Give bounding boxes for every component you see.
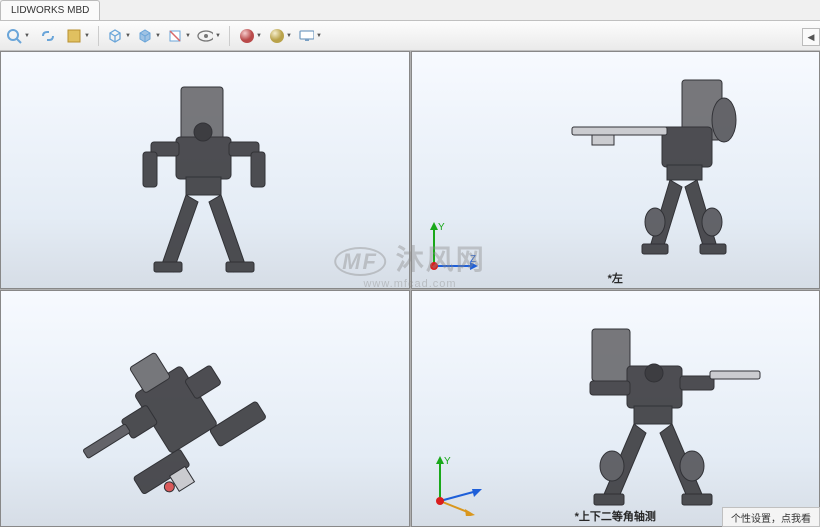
axis-triad: Y	[422, 451, 492, 516]
toolbar: ▼ ▼ ▼ ▼ ▼ ▼ ▼	[0, 21, 820, 51]
cube-solid-icon[interactable]: ▼	[137, 24, 161, 48]
axis-triad: Y Z	[422, 218, 482, 278]
tab-row: LIDWORKS MBD	[0, 0, 820, 21]
shade-mode-icon[interactable]: ▼	[66, 24, 90, 48]
appearance-sphere-icon[interactable]: ▼	[238, 24, 262, 48]
view-label: *上下二等角轴测	[575, 508, 656, 524]
chevron-down-icon: ▼	[155, 33, 161, 39]
viewport-top[interactable]	[0, 290, 410, 527]
link-icon[interactable]	[36, 24, 60, 48]
model-robot-front	[91, 77, 311, 277]
viewport-isometric[interactable]: Y *上下二等角轴测	[411, 290, 820, 527]
view-label: *左	[608, 270, 623, 286]
viewport-left[interactable]: Y Z *左	[411, 51, 820, 289]
panel-collapse-button[interactable]: ◀	[802, 28, 820, 46]
scene-sphere-icon[interactable]: ▼	[268, 24, 292, 48]
viewport-front[interactable]	[0, 51, 410, 289]
eye-icon[interactable]: ▼	[197, 24, 221, 48]
magnifier-icon[interactable]: ▼	[6, 24, 30, 48]
chevron-down-icon: ▼	[316, 33, 322, 39]
display-icon[interactable]: ▼	[298, 24, 322, 48]
tab-mbd[interactable]: LIDWORKS MBD	[0, 0, 100, 20]
chevron-down-icon: ▼	[256, 33, 262, 39]
chevron-down-icon: ▼	[185, 33, 191, 39]
toolbar-separator	[229, 26, 230, 46]
model-robot-left	[542, 72, 782, 262]
chevron-down-icon: ▼	[24, 33, 30, 39]
chevron-down-icon: ▼	[286, 33, 292, 39]
chevron-down-icon: ▼	[125, 33, 131, 39]
chevron-down-icon: ▼	[215, 33, 221, 39]
svg-text:Z: Z	[470, 254, 476, 265]
status-bar[interactable]: 个性设置，点我看	[722, 507, 820, 527]
svg-text:Y: Y	[444, 456, 451, 467]
chevron-down-icon: ▼	[84, 33, 90, 39]
viewport-grid: Y Z *左	[0, 51, 820, 527]
section-icon[interactable]: ▼	[167, 24, 191, 48]
cube-wire-icon[interactable]: ▼	[107, 24, 131, 48]
model-robot-iso	[532, 311, 782, 511]
status-text: 个性设置，点我看	[731, 510, 811, 525]
model-robot-top	[71, 331, 301, 511]
tab-label: LIDWORKS MBD	[11, 5, 89, 16]
svg-text:Y: Y	[438, 222, 445, 233]
toolbar-separator	[98, 26, 99, 46]
collapse-glyph: ◀	[808, 32, 815, 43]
